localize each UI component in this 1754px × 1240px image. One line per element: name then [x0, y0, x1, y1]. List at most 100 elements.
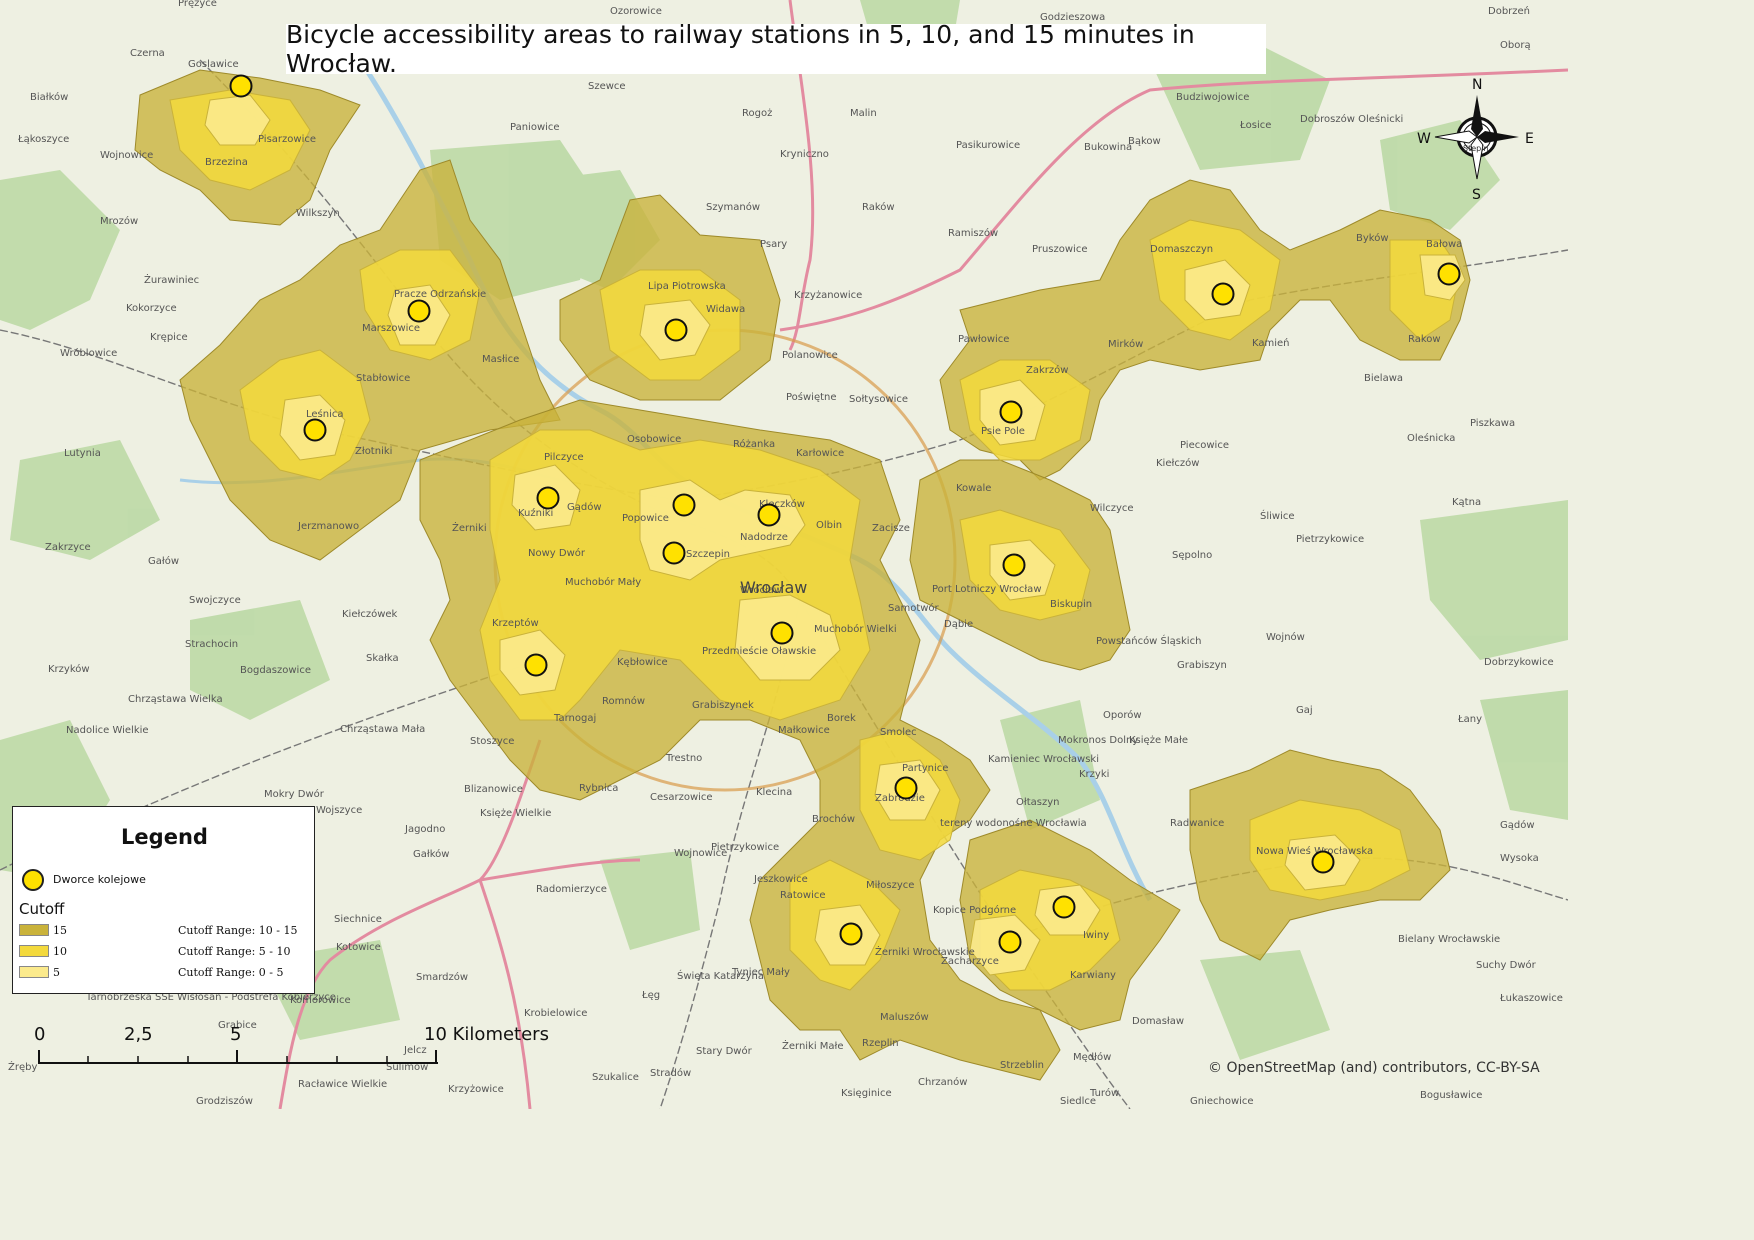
place-label: Brzezina — [205, 157, 248, 168]
legend-swatch-5 — [19, 966, 49, 978]
legend-station-label: Dworce kolejowe — [53, 873, 146, 886]
place-label: Radomierzyce — [536, 884, 607, 895]
place-label: Biskupin — [1050, 599, 1092, 610]
place-label: Łany — [1457, 714, 1482, 725]
legend-value-10: 10 — [53, 945, 67, 958]
place-label: Romnów — [602, 695, 645, 707]
station-marker[interactable]: Leśnica — [303, 418, 327, 442]
place-label: Pawłowice — [958, 334, 1009, 345]
place-label: Gądów — [1500, 819, 1535, 831]
place-label: Dąbie — [944, 619, 973, 630]
place-label: Ramiszów — [948, 227, 998, 239]
place-label: Samotwór — [888, 602, 940, 614]
place-label: Krzyków — [48, 663, 90, 675]
legend-range-10: Cutoff Range: 5 - 10 — [178, 945, 291, 958]
station-marker[interactable]: Siechnice — [1052, 895, 1076, 919]
place-label: Rzeplin — [862, 1038, 899, 1049]
place-label: Krobielowice — [524, 1008, 587, 1019]
place-label: Stoszyce — [470, 736, 514, 747]
place-label: Budziwojowice — [1176, 92, 1249, 103]
station-marker[interactable]: Widawa — [664, 318, 688, 342]
station-marker[interactable]: Psie Pole — [999, 400, 1023, 424]
map-title-box: Bicycle accessibility areas to railway s… — [286, 20, 1266, 78]
place-label: Kryniczno — [780, 149, 829, 160]
station-marker[interactable]: Święta Katarzyna — [998, 930, 1022, 954]
legend-title: Legend — [121, 825, 208, 849]
place-label: Siechnice — [334, 914, 382, 925]
place-label: Popowice — [622, 513, 669, 524]
map-attribution[interactable]: © OpenStreetMap (and) contributors, CC-B… — [1208, 1060, 1540, 1076]
stations: Brzezinka Średzka Pracze Odrzańskie Leśnic… — [229, 74, 1461, 954]
place-label: Łosice — [1239, 120, 1271, 131]
place-label: Nowy Dwór — [528, 547, 586, 559]
place-label: Nowa Wieś Wrocławska — [1256, 845, 1373, 857]
station-marker[interactable]: Jelcz-Laskowice — [1311, 850, 1335, 874]
place-label: Żerniki Wrocławskie — [875, 945, 975, 958]
station-marker[interactable]: Swojczyce — [1002, 553, 1026, 577]
compass-west-arrow — [1434, 130, 1478, 144]
place-label: Kopice Podgórne — [933, 904, 1016, 916]
place-label: Muchobór Wielki — [814, 623, 897, 635]
place-label: Dobroszów Oleśnicki — [1300, 113, 1403, 125]
place-label: Malin — [850, 108, 877, 119]
place-label: Karłowice — [796, 448, 844, 459]
station-marker[interactable]: Żerniki Wrocławskie — [839, 922, 863, 946]
place-label: Szymanów — [706, 201, 760, 213]
station-marker[interactable]: Kuźniki — [536, 486, 560, 510]
place-label: Wilkszyn — [296, 208, 340, 219]
station-marker[interactable]: Bierutowska — [1437, 262, 1461, 286]
place-label: Brochów — [812, 813, 855, 825]
place-label: Krzyżowice — [448, 1084, 504, 1095]
place-label: Komorowice — [290, 995, 351, 1006]
place-label: Złotniki — [355, 446, 392, 457]
place-label: Łąkoszyce — [17, 134, 69, 145]
place-label: Wróblowice — [60, 347, 117, 359]
place-label: Olbin — [816, 520, 842, 531]
compass-n: N — [1472, 77, 1482, 93]
station-marker[interactable]: Muchobór Wielki — [524, 653, 548, 677]
scale-label-0: 0 — [34, 1024, 46, 1045]
place-label: Gądów — [567, 501, 602, 513]
place-label: Stary Dwór — [696, 1045, 753, 1057]
place-label: Grodziszów — [196, 1095, 253, 1107]
place-label: Święta Katarzyna — [677, 969, 764, 982]
place-label: Maluszów — [880, 1011, 929, 1023]
station-marker[interactable]: Szczepin — [662, 541, 686, 565]
place-label: Kątna — [1452, 497, 1481, 508]
legend-value-15: 15 — [53, 924, 67, 937]
station-marker[interactable]: Popowice — [672, 493, 696, 517]
station-marker[interactable]: Nadodrze — [757, 503, 781, 527]
legend-cutoff-title: Cutoff — [19, 900, 65, 918]
station-symbol-icon — [22, 869, 44, 891]
place-label: Widawa — [706, 304, 745, 315]
place-label: Muchobór Mały — [565, 576, 641, 588]
station-marker[interactable]: Pracze Odrzańskie — [407, 299, 431, 323]
place-label: Bielawa — [1364, 373, 1403, 384]
station-marker[interactable]: Długołęka — [1211, 282, 1235, 306]
compass-w: W — [1417, 131, 1431, 147]
place-label: Mokronos Dolny — [1058, 735, 1138, 746]
place-label: Kiełczówek — [342, 608, 398, 620]
place-label: Tarnogaj — [553, 713, 596, 724]
map-canvas[interactable]: Prężyce Ozorowice Godzieszowa Dobrzeń Oborą G… — [0, 0, 1568, 1109]
station-marker[interactable]: Przedmieście Oławskie — [770, 621, 794, 645]
place-label: Wysoka — [1500, 853, 1539, 864]
place-label: Księże Wielkie — [480, 808, 551, 819]
place-label: Dobrzeń — [1488, 5, 1530, 17]
place-label: Krzeptów — [492, 617, 539, 629]
place-label: Prężyce — [178, 0, 217, 9]
place-label: Chrząstawa Wielka — [128, 694, 223, 705]
place-label: Żerniki — [452, 521, 487, 534]
place-label: Łęg — [641, 990, 660, 1001]
place-label: Blizanowice — [464, 784, 523, 795]
place-label: Szczepin — [686, 549, 730, 560]
place-label: Psary — [760, 239, 787, 250]
place-label: Domaszczyn — [1150, 244, 1213, 255]
station-marker[interactable]: Brochów — [894, 776, 918, 800]
legend-range-5: Cutoff Range: 0 - 5 — [178, 966, 284, 979]
station-marker[interactable]: Brzezinka Średzka — [229, 74, 253, 98]
place-label: Karwiany — [1070, 970, 1116, 981]
place-label: Stradów — [650, 1067, 691, 1079]
place-label: Kokorzyce — [126, 303, 177, 314]
place-label: Byków — [1356, 232, 1389, 244]
